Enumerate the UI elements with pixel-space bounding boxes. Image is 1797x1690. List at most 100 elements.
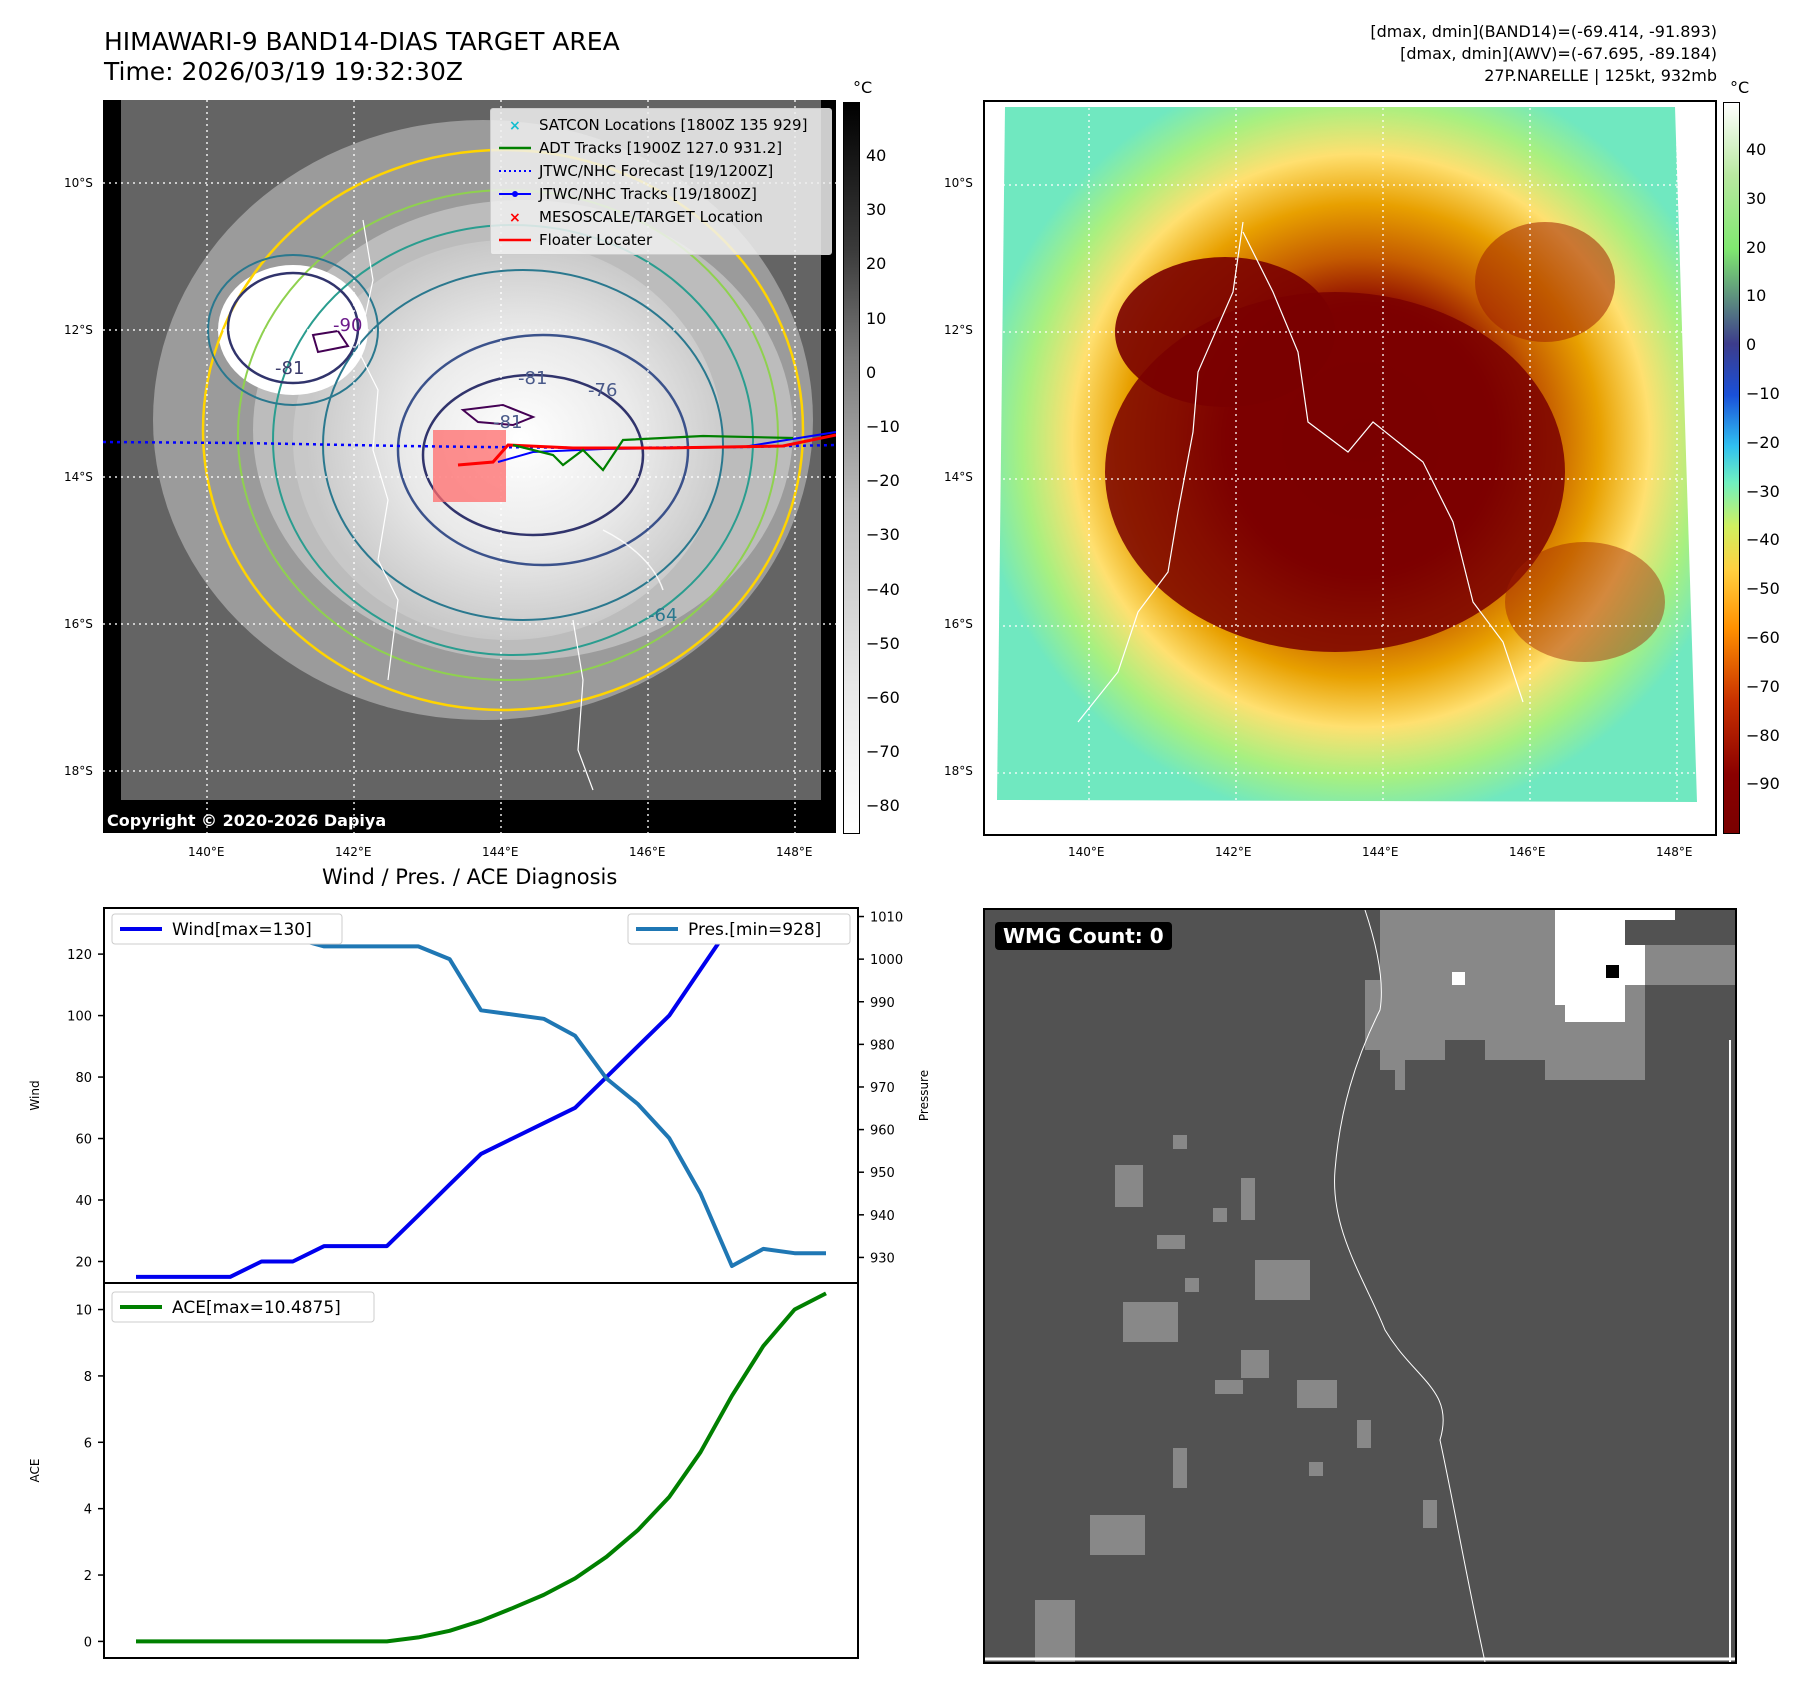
left-colorbar <box>843 102 860 834</box>
lat-label: 10°S <box>944 176 973 190</box>
y-tick-label: 4 <box>84 1503 92 1518</box>
colorbar-tick-label: −30 <box>866 525 900 545</box>
right-map-panel <box>983 100 1717 836</box>
colorbar-tick-label: −80 <box>1746 725 1780 745</box>
lat-label: 18°S <box>64 764 93 778</box>
colorbar-tick-label: −20 <box>866 471 900 491</box>
lon-label: 144°E <box>482 845 519 859</box>
y-axis-label: Wind <box>28 1080 42 1110</box>
legend-box <box>627 913 851 945</box>
colorbar-tick-label: −60 <box>1746 628 1780 647</box>
colorbar-tick-label: −60 <box>866 688 900 707</box>
lon-label: 142°E <box>1215 845 1252 859</box>
legend-label: ADT Tracks [1900Z 127.0 931.2] <box>539 139 783 157</box>
wmg-panel: WMG Count: 0 <box>983 908 1737 1664</box>
left-map-legend: × SATCON Locations [1800Z 135 929] ADT Tra… <box>490 108 832 255</box>
y-tick-label: 10 <box>75 1304 92 1319</box>
y2-tick-label: 970 <box>870 1081 895 1096</box>
legend-label: JTWC/NHC Tracks [19/1800Z] <box>539 185 757 203</box>
contour-label: -81 <box>493 412 523 433</box>
ace-axes: 0 2 4 6 8 10 ACE ACE[max=10.4875] <box>28 1282 859 1659</box>
left-map-panel: -90 -81 -81 -76 -81 -64 × SATCON Location… <box>103 100 836 833</box>
colorbar-tick-label: −10 <box>866 417 900 436</box>
axes-frame <box>103 1282 859 1659</box>
legend-symbol: × <box>509 118 521 134</box>
colorbar-tick-label: −70 <box>866 742 900 762</box>
colorbar-tick-label: −50 <box>1746 579 1780 599</box>
colorbar-tick-label: −40 <box>866 579 900 599</box>
y2-tick-label: 990 <box>870 996 895 1011</box>
y-tick-label: 60 <box>75 1133 92 1148</box>
lat-label: 10°S <box>64 176 93 190</box>
colorbar-tick-label: 30 <box>866 200 887 220</box>
axes-frame <box>103 907 859 1284</box>
colorbar-tick-label: 10 <box>866 308 887 328</box>
colorbar-tick-label: 20 <box>866 254 887 274</box>
copyright-label: Copyright © 2020-2026 Dapiya <box>107 811 387 830</box>
legend-label: SATCON Locations [1800Z 135 929] <box>539 116 808 134</box>
legend-entry: × MESOSCALE/TARGET Location <box>497 207 827 227</box>
figure-title: HIMAWARI-9 BAND14-DIAS TARGET AREA <box>104 27 620 56</box>
legend-label: Floater Locater <box>539 231 653 249</box>
legend-label: ACE[max=10.4875] <box>172 1298 341 1318</box>
legend-label: MESOSCALE/TARGET Location <box>539 208 764 226</box>
stats-awv: [dmax, dmin](AWV)=(-67.695, -89.184) <box>1400 44 1717 63</box>
lat-label: 12°S <box>64 323 93 337</box>
y-axis-label: ACE <box>28 1459 42 1483</box>
y2-tick-label: 940 <box>870 1209 895 1224</box>
legend-symbol <box>499 238 531 242</box>
lon-label: 140°E <box>188 845 225 859</box>
legend-box <box>111 913 343 945</box>
y2-tick-label: 980 <box>870 1038 895 1053</box>
wind-pressure-axes: 20 40 60 80 100 120 930 940 950 960 970 980 990 1000 1… <box>28 907 931 1284</box>
lon-label: 146°E <box>629 845 666 859</box>
y2-tick-label: 930 <box>870 1251 895 1266</box>
legend-label: JTWC/NHC Forecast [19/1200Z] <box>539 162 774 180</box>
lat-label: 16°S <box>944 617 973 631</box>
series-line <box>136 1291 827 1644</box>
legend-entry: JTWC/NHC Forecast [19/1200Z] <box>497 161 827 181</box>
legend-entry: × SATCON Locations [1800Z 135 929] <box>497 115 827 135</box>
stats-band14: [dmax, dmin](BAND14)=(-69.414, -91.893) <box>1370 22 1717 41</box>
y-tick-label: 80 <box>75 1071 92 1086</box>
right-colorbar <box>1723 102 1740 834</box>
legend-symbol: × <box>509 210 521 226</box>
colorbar-tick-label: −50 <box>866 633 900 653</box>
lon-label: 142°E <box>335 845 372 859</box>
legend-entry: JTWC/NHC Tracks [19/1800Z] <box>497 184 827 204</box>
legend-symbol <box>499 146 531 150</box>
legend-entry: ADT Tracks [1900Z 127.0 931.2] <box>497 138 827 158</box>
legend-symbol <box>499 170 531 172</box>
lon-label: 140°E <box>1068 845 1105 859</box>
storm-info: 27P.NARELLE | 125kt, 932mb <box>1484 66 1717 85</box>
right-map-imagery <box>985 102 1715 834</box>
legend-symbol <box>499 191 531 197</box>
colorbar-tick-label: 30 <box>1746 188 1767 208</box>
y-tick-label: 40 <box>75 1194 92 1209</box>
diagnosis-title: Wind / Pres. / ACE Diagnosis <box>322 865 618 889</box>
contour-label: -64 <box>648 605 678 626</box>
lon-label: 146°E <box>1509 845 1546 859</box>
lon-label: 144°E <box>1362 845 1399 859</box>
lat-label: 18°S <box>944 764 973 778</box>
series-line <box>136 921 826 1279</box>
lat-label: 16°S <box>64 617 93 631</box>
colorbar-tick-label: −40 <box>1746 530 1780 550</box>
lat-label: 14°S <box>944 470 973 484</box>
y-tick-label: 100 <box>67 1010 92 1025</box>
wmg-count-label: WMG Count: 0 <box>995 922 1172 950</box>
y-tick-label: 0 <box>84 1635 92 1650</box>
colorbar-tick-label: 40 <box>1746 140 1767 159</box>
colorbar-tick-label: 40 <box>866 146 887 165</box>
svg-text:×: × <box>509 210 521 226</box>
colorbar-tick-label: −80 <box>866 796 900 816</box>
colorbar-tick-label: 10 <box>1746 286 1767 306</box>
colorbar-tick-label: 0 <box>866 362 877 382</box>
legend-label: Pres.[min=928] <box>688 920 821 940</box>
y-tick-label: 8 <box>84 1370 92 1385</box>
lon-label: 148°E <box>776 845 813 859</box>
y-tick-label: 2 <box>84 1569 92 1584</box>
colorbar-tick-label: −10 <box>1746 384 1780 403</box>
y2-tick-label: 1000 <box>870 953 903 968</box>
wmg-imagery <box>985 910 1735 1662</box>
